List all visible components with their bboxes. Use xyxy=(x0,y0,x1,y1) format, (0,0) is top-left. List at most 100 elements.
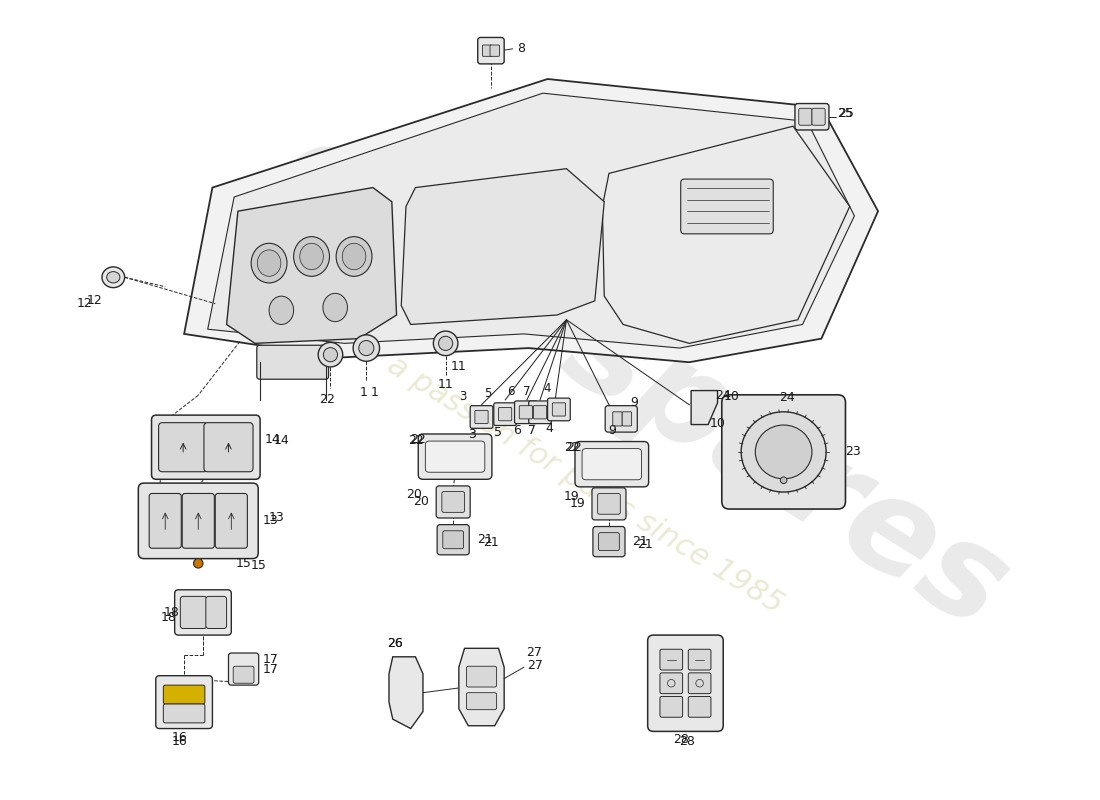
Ellipse shape xyxy=(318,342,343,367)
FancyBboxPatch shape xyxy=(139,483,258,558)
FancyBboxPatch shape xyxy=(475,410,488,424)
FancyBboxPatch shape xyxy=(689,697,711,718)
FancyBboxPatch shape xyxy=(681,179,773,234)
Text: 2: 2 xyxy=(319,393,327,406)
FancyBboxPatch shape xyxy=(204,422,253,472)
FancyBboxPatch shape xyxy=(490,45,499,56)
Text: 19: 19 xyxy=(570,498,585,510)
FancyBboxPatch shape xyxy=(233,666,254,683)
FancyBboxPatch shape xyxy=(660,673,683,694)
FancyBboxPatch shape xyxy=(163,685,205,704)
Ellipse shape xyxy=(359,341,374,356)
Text: 16: 16 xyxy=(172,731,187,745)
Ellipse shape xyxy=(342,243,366,270)
Text: 26: 26 xyxy=(387,637,403,650)
Text: 7: 7 xyxy=(528,424,536,437)
Text: 24: 24 xyxy=(779,390,794,404)
FancyBboxPatch shape xyxy=(582,449,641,480)
FancyBboxPatch shape xyxy=(605,406,637,432)
Ellipse shape xyxy=(270,296,294,325)
Text: 9: 9 xyxy=(608,424,616,437)
FancyBboxPatch shape xyxy=(152,415,260,479)
FancyBboxPatch shape xyxy=(442,491,464,512)
FancyBboxPatch shape xyxy=(158,422,208,472)
FancyBboxPatch shape xyxy=(689,650,711,670)
FancyBboxPatch shape xyxy=(552,403,565,416)
FancyBboxPatch shape xyxy=(648,635,723,731)
Text: 8: 8 xyxy=(517,42,526,55)
FancyBboxPatch shape xyxy=(515,401,537,424)
FancyBboxPatch shape xyxy=(722,395,846,509)
Text: 22: 22 xyxy=(408,434,424,447)
FancyBboxPatch shape xyxy=(229,653,258,685)
Text: 4: 4 xyxy=(546,422,553,435)
Polygon shape xyxy=(184,79,878,362)
Text: 11: 11 xyxy=(438,378,453,391)
Text: eurospares: eurospares xyxy=(254,106,1030,656)
Text: 1: 1 xyxy=(360,386,367,399)
Ellipse shape xyxy=(102,267,124,288)
Ellipse shape xyxy=(433,331,458,356)
FancyBboxPatch shape xyxy=(216,494,248,548)
FancyBboxPatch shape xyxy=(592,488,626,520)
FancyBboxPatch shape xyxy=(256,346,329,379)
FancyBboxPatch shape xyxy=(163,704,205,723)
FancyBboxPatch shape xyxy=(795,103,829,130)
FancyBboxPatch shape xyxy=(598,533,619,550)
Ellipse shape xyxy=(439,336,453,350)
Polygon shape xyxy=(402,169,604,325)
Text: 6: 6 xyxy=(514,424,521,437)
Text: 18: 18 xyxy=(161,610,176,624)
FancyBboxPatch shape xyxy=(494,403,516,426)
Text: 6: 6 xyxy=(507,385,515,398)
Ellipse shape xyxy=(323,348,338,362)
Text: 5: 5 xyxy=(484,387,492,400)
FancyBboxPatch shape xyxy=(150,494,182,548)
Text: 27: 27 xyxy=(527,659,542,672)
FancyBboxPatch shape xyxy=(466,693,496,710)
Text: 20: 20 xyxy=(406,488,422,501)
Text: 4: 4 xyxy=(543,382,551,395)
Ellipse shape xyxy=(251,243,287,283)
Text: 14: 14 xyxy=(264,433,280,446)
Text: 14: 14 xyxy=(274,434,289,447)
Text: 23: 23 xyxy=(845,446,860,458)
FancyBboxPatch shape xyxy=(437,525,470,555)
FancyBboxPatch shape xyxy=(593,526,625,557)
Text: 18: 18 xyxy=(163,606,179,619)
Text: 10: 10 xyxy=(710,417,726,430)
Text: 24: 24 xyxy=(715,389,730,402)
Text: 2: 2 xyxy=(326,393,333,406)
FancyBboxPatch shape xyxy=(437,486,470,518)
Text: 13: 13 xyxy=(263,514,278,527)
FancyBboxPatch shape xyxy=(156,676,212,729)
Polygon shape xyxy=(208,93,855,348)
Ellipse shape xyxy=(107,271,120,283)
FancyBboxPatch shape xyxy=(660,697,683,718)
Text: 3: 3 xyxy=(469,429,476,442)
FancyBboxPatch shape xyxy=(534,406,547,419)
Text: 22: 22 xyxy=(566,441,582,454)
Polygon shape xyxy=(459,648,504,726)
FancyBboxPatch shape xyxy=(498,407,512,421)
FancyBboxPatch shape xyxy=(660,650,683,670)
Text: 21: 21 xyxy=(637,538,653,551)
Text: 20: 20 xyxy=(414,495,429,509)
Ellipse shape xyxy=(294,237,330,276)
Text: 7: 7 xyxy=(524,385,530,398)
Ellipse shape xyxy=(780,477,786,483)
FancyBboxPatch shape xyxy=(597,494,620,514)
FancyBboxPatch shape xyxy=(180,596,207,629)
Text: 15: 15 xyxy=(236,557,252,570)
Text: 28: 28 xyxy=(673,734,689,746)
Ellipse shape xyxy=(300,243,323,270)
FancyBboxPatch shape xyxy=(689,673,711,694)
FancyBboxPatch shape xyxy=(799,108,812,126)
FancyBboxPatch shape xyxy=(812,108,825,126)
FancyBboxPatch shape xyxy=(175,590,231,635)
Text: 19: 19 xyxy=(563,490,580,503)
Text: 17: 17 xyxy=(263,653,278,666)
FancyBboxPatch shape xyxy=(575,442,649,487)
FancyBboxPatch shape xyxy=(548,398,570,421)
Ellipse shape xyxy=(337,237,372,276)
